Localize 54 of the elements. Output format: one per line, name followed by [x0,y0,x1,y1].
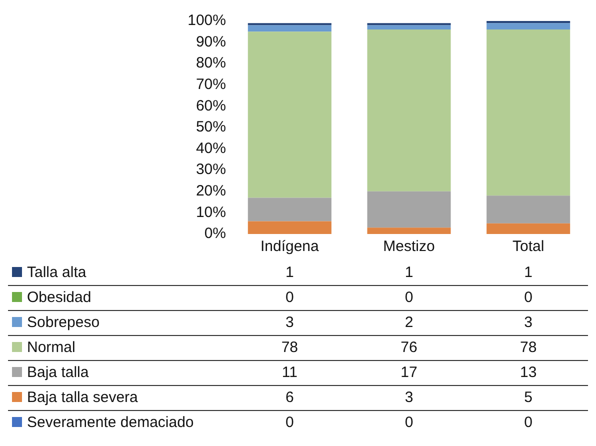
legend-label: Severamente demaciado [27,414,194,432]
legend-label: Baja talla [27,364,89,381]
bar [248,25,332,32]
y-tick-label: 60% [196,97,226,114]
data-label: 0 [284,288,295,308]
x-tick-label: Mestizo [383,238,435,256]
data-label: 17 [400,363,418,383]
data-label: 78 [280,338,299,358]
y-tick-label: 70% [196,76,226,94]
data-label: 3 [523,313,534,333]
x-tick-label: Total [512,238,544,256]
bar [367,30,451,192]
legend-label: Obesidad [27,289,92,306]
bar [248,32,332,198]
data-label: 78 [518,338,538,358]
data-label: 0 [404,413,414,434]
data-label: 1 [523,262,534,283]
bar [367,228,451,234]
data-label: 1 [404,262,414,283]
bar [486,30,570,196]
legend-label: Talla alta [27,264,86,281]
bar [248,198,332,222]
data-label: 2 [404,313,414,333]
bar [248,221,332,234]
y-tick-label: 90% [196,33,226,50]
data-label: 6 [284,388,295,408]
legend-label: Sobrepeso [27,314,100,331]
data-label: 3 [404,388,414,408]
data-label: 13 [518,363,538,383]
y-tick-label: 30% [196,161,226,178]
y-tick-label: 40% [196,140,226,157]
bar [486,23,570,30]
x-tick-label: Indígena [260,238,320,256]
y-tick-label: 0% [204,225,226,242]
legend-label: Normal [27,339,76,356]
y-tick-label: 100% [188,12,226,30]
y-tick-label: 10% [196,204,226,221]
data-label: 0 [404,288,414,308]
data-label: 3 [284,313,295,333]
legend-label: Baja talla severa [27,389,138,406]
data-label: 5 [523,388,534,408]
data-label: 11 [280,363,298,383]
y-tick-label: 20% [196,182,226,200]
data-label: 0 [523,413,534,434]
bar [367,25,451,30]
bar [367,191,451,228]
data-label: 1 [284,262,295,283]
y-tick-label: 80% [196,54,226,72]
data-label: 0 [523,288,534,308]
data-label: 76 [400,338,418,358]
data-label: 0 [284,413,295,434]
bar [486,196,570,224]
y-tick-label: 50% [196,118,226,136]
bar [486,223,570,234]
